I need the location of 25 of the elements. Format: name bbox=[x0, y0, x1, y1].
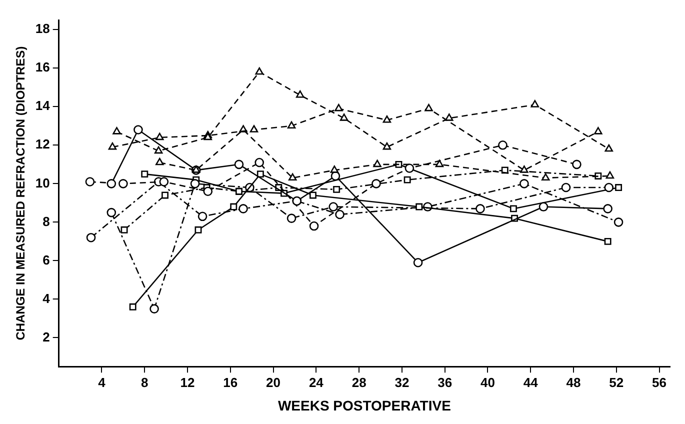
y-tick-label: 16 bbox=[35, 60, 50, 75]
x-tick-label: 52 bbox=[609, 374, 624, 390]
x-tick-label: 4 bbox=[98, 374, 106, 390]
x-tick-label: 20 bbox=[266, 374, 281, 390]
x-tick-label: 40 bbox=[480, 374, 495, 390]
y-tick-label: 8 bbox=[42, 214, 50, 229]
x-tick-label: 32 bbox=[394, 374, 410, 390]
x-tick-label: 12 bbox=[180, 374, 195, 390]
y-tick-label: 4 bbox=[42, 290, 51, 306]
y-tick-label: 2 bbox=[42, 329, 50, 344]
y-tick-label: 18 bbox=[35, 21, 50, 36]
x-axis-title: WEEKS POSTOPERATIVE bbox=[278, 397, 451, 414]
x-tick-label: 24 bbox=[308, 374, 324, 390]
x-tick-label: 28 bbox=[352, 374, 366, 390]
x-tick-label: 44 bbox=[523, 374, 539, 390]
y-tick-label: 6 bbox=[42, 252, 50, 268]
y-axis-title: CHANGE IN MEASURED REFRACTION (DIOPTRES) bbox=[14, 46, 28, 340]
y-tick-label: 12 bbox=[35, 136, 50, 152]
y-tick-label: 10 bbox=[35, 175, 50, 190]
x-tick-label: 16 bbox=[223, 374, 238, 390]
x-tick-label: 56 bbox=[652, 374, 667, 390]
x-tick-label: 8 bbox=[141, 374, 148, 390]
y-tick-label: 14 bbox=[35, 98, 51, 114]
x-tick-label: 48 bbox=[566, 374, 581, 390]
x-tick-label: 36 bbox=[438, 374, 452, 390]
